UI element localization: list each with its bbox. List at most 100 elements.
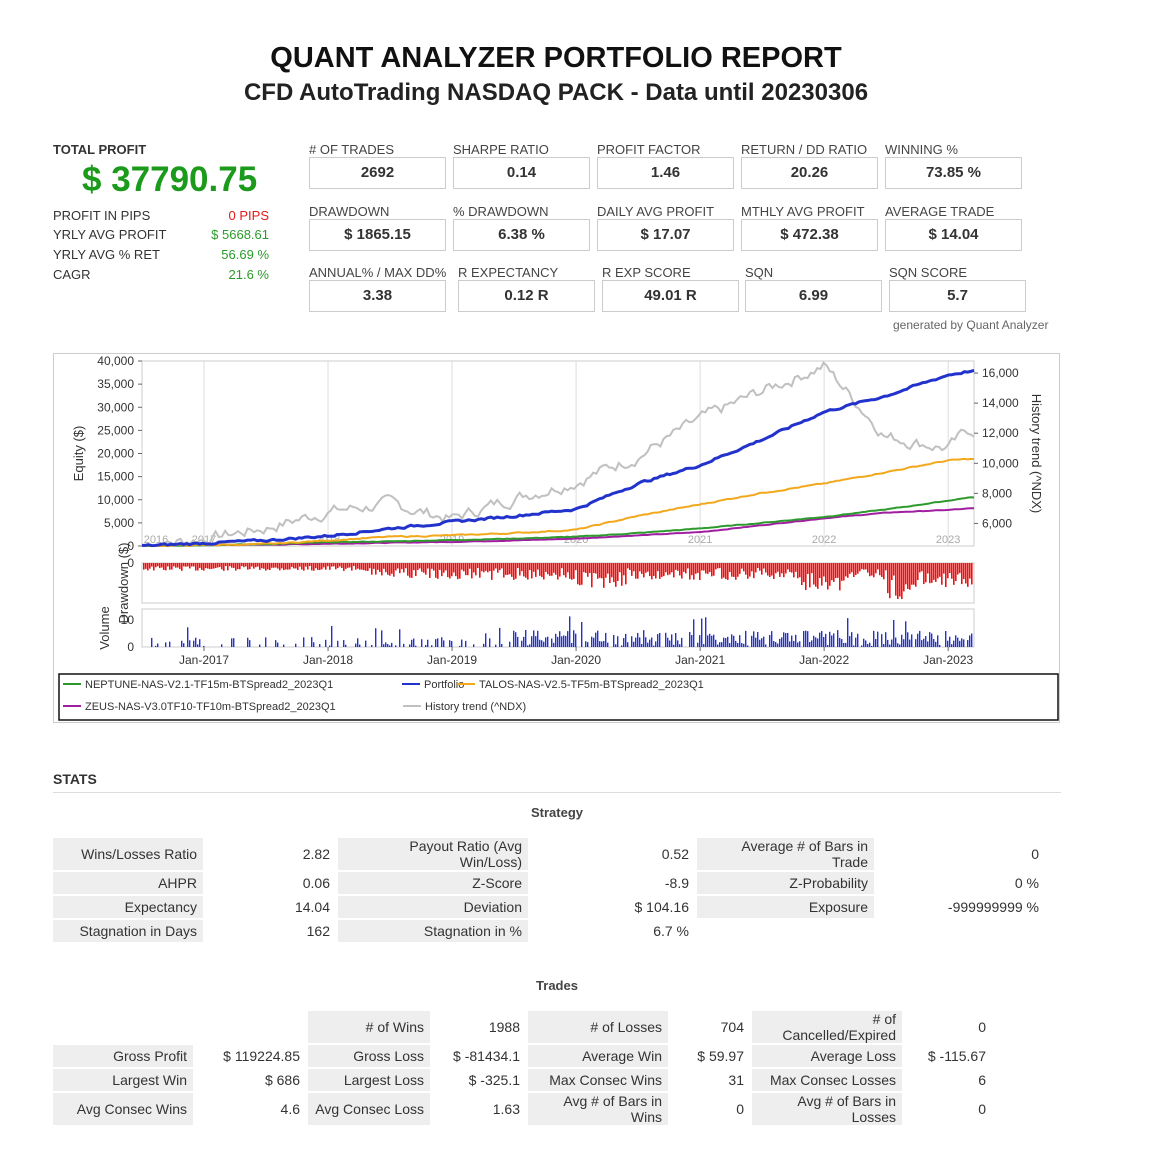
volume-bar: [899, 644, 901, 647]
drawdown-bar: [585, 563, 587, 573]
drawdown-bar: [951, 563, 953, 579]
drawdown-bar: [387, 563, 389, 575]
drawdown-bar: [523, 563, 525, 577]
metric-label: RETURN / DD RATIO: [741, 142, 868, 157]
volume-bar: [415, 645, 417, 647]
drawdown-bar: [649, 563, 651, 577]
volume-bar: [741, 643, 743, 647]
drawdown-bar: [693, 563, 695, 580]
drawdown-bar: [243, 563, 245, 568]
volume-bar: [539, 639, 541, 647]
drawdown-bar: [259, 563, 261, 570]
metric-label: DAILY AVG PROFIT: [597, 204, 715, 219]
drawdown-bar: [519, 563, 521, 576]
drawdown-bar: [367, 563, 369, 572]
volume-bar: [303, 637, 305, 647]
volume-bar: [731, 634, 733, 647]
drawdown-bar: [161, 563, 163, 568]
volume-bar: [409, 644, 411, 647]
volume-bar: [517, 636, 519, 647]
volume-bar: [707, 635, 709, 647]
drawdown-bar: [839, 563, 841, 591]
stat-label: Largest Win: [53, 1069, 193, 1091]
drawdown-bar: [643, 563, 645, 578]
drawdown-bar: [549, 563, 551, 576]
metric-label: % DRAWDOWN: [453, 204, 549, 219]
drawdown-bar: [203, 563, 205, 571]
drawdown-bar: [371, 563, 373, 575]
drawdown-bar: [871, 563, 873, 576]
drawdown-bar: [279, 563, 281, 571]
drawdown-bar: [593, 563, 595, 573]
drawdown-bar: [271, 563, 273, 568]
drawdown-bar: [239, 563, 241, 570]
stat-value: $ -325.1: [432, 1069, 526, 1091]
drawdown-bar: [605, 563, 607, 578]
volume-bar: [693, 619, 695, 647]
volume-bar: [425, 644, 427, 647]
drawdown-bar: [769, 563, 771, 577]
volume-bar: [923, 638, 925, 647]
drawdown-bar: [471, 563, 473, 579]
volume-bar: [765, 644, 767, 647]
volume-bar: [275, 640, 277, 647]
drawdown-bar: [947, 563, 949, 579]
drawdown-bar: [637, 563, 639, 579]
drawdown-bar: [821, 563, 823, 586]
drawdown-bar: [829, 563, 831, 586]
volume-bar: [527, 645, 529, 647]
drawdown-bar: [709, 563, 711, 573]
drawdown-bar: [745, 563, 747, 575]
x-tick-label: Jan-2023: [923, 653, 973, 667]
drawdown-bar: [965, 563, 967, 584]
volume-bar: [725, 638, 727, 647]
drawdown-bar: [309, 563, 311, 567]
drawdown-bar: [557, 563, 559, 580]
volume-bar: [857, 633, 859, 647]
trades-table: # of Wins 1988 # of Losses 704 # of Cancelle…: [51, 1009, 994, 1127]
y-tick-label: 35,000: [97, 377, 134, 391]
volume-bar: [587, 642, 589, 647]
drawdown-bar: [535, 563, 537, 577]
volume-bar: [837, 630, 839, 647]
volume-bar: [355, 643, 357, 647]
volume-bar: [203, 645, 205, 647]
drawdown-bar: [285, 563, 287, 570]
stat-value: 1.63: [432, 1093, 526, 1125]
drawdown-bar: [635, 563, 637, 579]
drawdown-bar: [723, 563, 725, 578]
legend-label: History trend (^NDX): [425, 701, 526, 713]
drawdown-bar: [531, 563, 533, 579]
volume-bar: [623, 638, 625, 647]
volume-bar: [501, 643, 503, 647]
drawdown-bar: [563, 563, 565, 576]
drawdown-bar: [305, 563, 307, 567]
volume-bar: [359, 644, 361, 647]
volume-bar: [959, 640, 961, 647]
volume-bar: [891, 639, 893, 647]
volume-bar: [385, 642, 387, 647]
drawdown-bar: [859, 563, 861, 572]
series-line: [141, 457, 975, 548]
drawdown-bar: [515, 563, 517, 579]
x-tick-label: Jan-2020: [551, 653, 601, 667]
drawdown-bar: [543, 563, 545, 580]
metric-value: $ 1865.15: [309, 219, 446, 251]
volume-bar: [677, 640, 679, 647]
volume-bar: [621, 645, 623, 647]
drawdown-bar: [433, 563, 435, 571]
drawdown-bar: [907, 563, 909, 589]
summary-row: CAGR 21.6 %: [53, 267, 269, 282]
drawdown-bar: [695, 563, 697, 574]
volume-bar: [651, 637, 653, 647]
metric-label: SQN SCORE: [889, 265, 968, 280]
drawdown-bar: [897, 563, 899, 599]
volume-bar: [925, 636, 927, 647]
volume-bar: [761, 638, 763, 647]
volume-bar: [769, 635, 771, 647]
drawdown-bar: [413, 563, 415, 571]
volume-bar: [839, 637, 841, 647]
drawdown-bar: [673, 563, 675, 578]
drawdown-bar: [251, 563, 253, 567]
trades-row: # of Wins 1988 # of Losses 704 # of Cancelle…: [53, 1011, 992, 1043]
